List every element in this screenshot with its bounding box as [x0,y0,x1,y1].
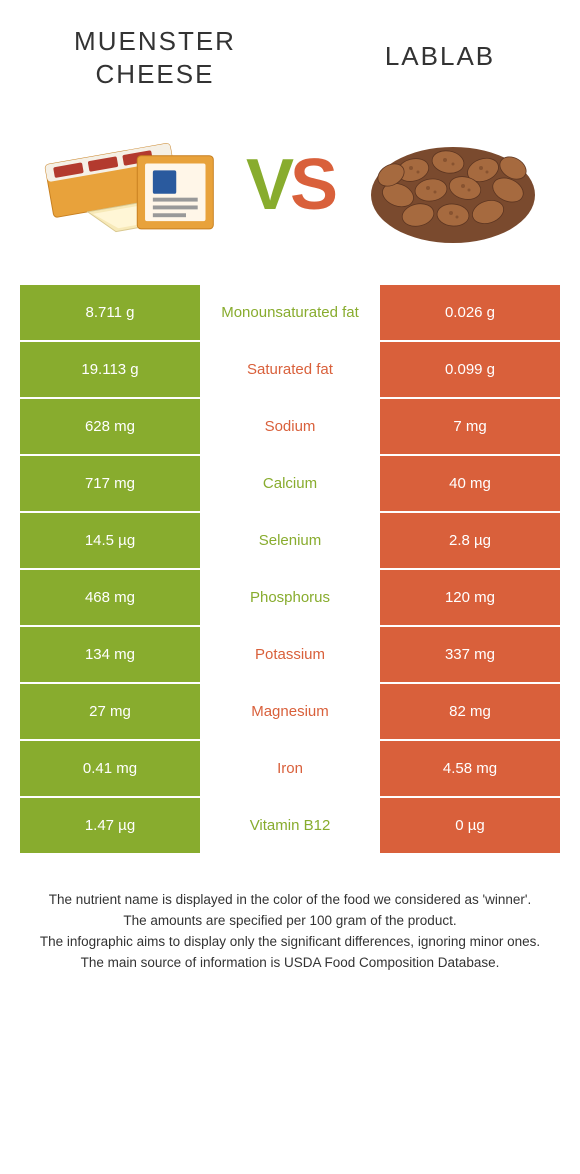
left-food-image [30,110,225,260]
nutrient-name: Selenium [200,513,380,568]
table-row: 717 mg Calcium 40 mg [20,456,560,511]
comparison-table: 8.711 g Monounsaturated fat 0.026 g 19.1… [0,285,580,855]
right-value: 82 mg [380,684,560,739]
table-row: 27 mg Magnesium 82 mg [20,684,560,739]
nutrient-name: Potassium [200,627,380,682]
nutrient-name: Vitamin B12 [200,798,380,853]
footnote-line: The infographic aims to display only the… [30,932,550,953]
right-food-title: LABLAB [340,25,540,73]
footnote-line: The nutrient name is displayed in the co… [30,890,550,911]
left-value: 717 mg [20,456,200,511]
table-row: 0.41 mg Iron 4.58 mg [20,741,560,796]
right-food-image [355,110,550,260]
left-value: 628 mg [20,399,200,454]
nutrient-name: Magnesium [200,684,380,739]
left-value: 468 mg [20,570,200,625]
footnote-line: The main source of information is USDA F… [30,953,550,974]
vs-label: VS [246,144,334,226]
right-value: 120 mg [380,570,560,625]
images-row: VS [0,100,580,285]
nutrient-name: Saturated fat [200,342,380,397]
nutrient-name: Iron [200,741,380,796]
right-value: 2.8 µg [380,513,560,568]
left-food-title: MUENSTER CHEESE [40,25,270,90]
vs-s: S [290,145,334,225]
table-row: 134 mg Potassium 337 mg [20,627,560,682]
right-value: 40 mg [380,456,560,511]
table-row: 14.5 µg Selenium 2.8 µg [20,513,560,568]
beans-icon [363,120,543,250]
nutrient-name: Calcium [200,456,380,511]
left-value: 8.711 g [20,285,200,340]
footnote-line: The amounts are specified per 100 gram o… [30,911,550,932]
left-value: 1.47 µg [20,798,200,853]
table-row: 19.113 g Saturated fat 0.099 g [20,342,560,397]
right-value: 0.026 g [380,285,560,340]
right-value: 7 mg [380,399,560,454]
left-value: 0.41 mg [20,741,200,796]
nutrient-name: Phosphorus [200,570,380,625]
table-row: 1.47 µg Vitamin B12 0 µg [20,798,560,853]
cheese-icon [30,115,225,255]
left-value: 19.113 g [20,342,200,397]
nutrient-name: Sodium [200,399,380,454]
right-value: 0.099 g [380,342,560,397]
infographic-container: MUENSTER CHEESE LABLAB [0,0,580,1174]
table-row: 628 mg Sodium 7 mg [20,399,560,454]
vs-v: V [246,145,290,225]
table-row: 8.711 g Monounsaturated fat 0.026 g [20,285,560,340]
header-row: MUENSTER CHEESE LABLAB [0,0,580,100]
table-row: 468 mg Phosphorus 120 mg [20,570,560,625]
nutrient-name: Monounsaturated fat [200,285,380,340]
right-value: 4.58 mg [380,741,560,796]
right-value: 0 µg [380,798,560,853]
left-value: 14.5 µg [20,513,200,568]
left-value: 134 mg [20,627,200,682]
footnotes: The nutrient name is displayed in the co… [0,855,580,974]
right-value: 337 mg [380,627,560,682]
left-value: 27 mg [20,684,200,739]
